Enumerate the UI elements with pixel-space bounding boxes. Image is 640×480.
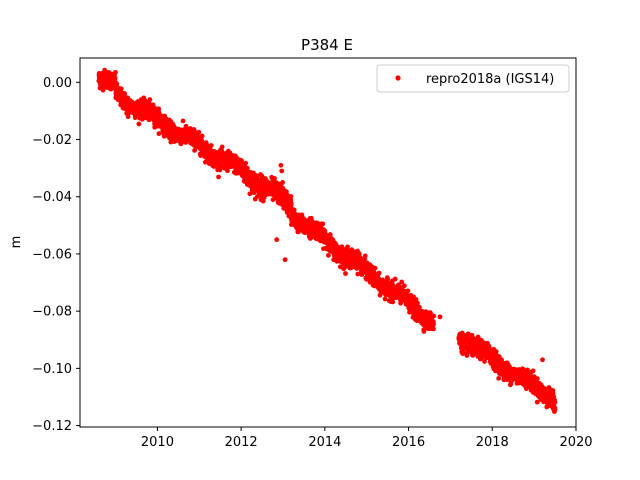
data-point: [415, 300, 420, 306]
data-point: [345, 244, 350, 250]
data-point: [136, 121, 142, 127]
data-point: [376, 270, 382, 276]
data-point: [421, 329, 427, 334]
data-point: [178, 141, 184, 147]
data-point: [112, 75, 118, 81]
y-tick-label: −0.02: [32, 133, 72, 148]
data-point: [156, 106, 162, 112]
data-points: [96, 67, 558, 415]
data-point: [431, 326, 436, 332]
data-point: [320, 221, 326, 227]
data-point-outlier: [279, 168, 285, 174]
y-axis: 0.00 −0.02 −0.04 −0.06 −0.08 −0.10 −0.12: [32, 76, 80, 434]
data-point: [343, 271, 348, 276]
data-point: [417, 304, 422, 310]
data-point-outlier: [540, 357, 545, 363]
data-point-outlier: [282, 257, 288, 263]
data-point: [288, 201, 294, 206]
data-point: [208, 143, 214, 148]
data-point: [405, 288, 411, 294]
plot-frame: [79, 57, 577, 428]
legend: repro2018a (IGS14): [376, 64, 570, 93]
y-tick-label: −0.08: [32, 305, 72, 320]
data-point: [156, 131, 162, 137]
y-tick-label: 0.00: [43, 76, 72, 91]
y-axis-label: m: [9, 236, 24, 249]
data-point: [534, 399, 540, 405]
y-tick-label: −0.06: [32, 247, 72, 262]
y-tick-label: −0.12: [32, 419, 72, 434]
data-point-outlier: [437, 314, 443, 320]
data-point: [288, 194, 294, 199]
x-axis: 2010 2012 2014 2016 2018 2020: [141, 427, 593, 450]
data-point-outlier: [274, 237, 280, 243]
data-point: [245, 165, 250, 171]
data-point: [219, 148, 225, 154]
data-point: [259, 173, 265, 179]
data-point: [482, 359, 487, 364]
data-point: [326, 252, 331, 258]
data-point: [216, 174, 221, 180]
x-tick-label: 2016: [392, 435, 425, 450]
data-point: [493, 349, 499, 354]
legend-marker: [395, 75, 401, 81]
data-point: [122, 91, 128, 96]
data-point-outlier: [278, 162, 284, 168]
data-point: [356, 251, 362, 257]
data-point: [530, 368, 536, 374]
x-tick-label: 2020: [559, 435, 592, 450]
data-point: [399, 279, 405, 285]
data-point: [465, 331, 471, 337]
legend-label: repro2018a (IGS14): [426, 72, 554, 87]
data-point: [372, 265, 378, 271]
data-point: [431, 321, 436, 327]
data-point: [542, 386, 548, 392]
data-point: [327, 232, 333, 237]
data-point: [113, 69, 118, 75]
data-point: [219, 144, 225, 150]
data-point: [496, 375, 502, 381]
chart-title: P384 E: [301, 36, 353, 54]
x-tick-label: 2018: [476, 435, 509, 450]
data-point: [247, 191, 253, 197]
data-point-outlier: [280, 180, 285, 185]
data-point: [401, 283, 407, 289]
data-point: [552, 399, 558, 405]
legend-box: [376, 64, 570, 93]
data-point: [460, 349, 466, 355]
data-point: [147, 97, 153, 102]
data-point: [362, 253, 368, 259]
data-point: [118, 86, 124, 92]
data-point: [196, 129, 202, 135]
data-point: [392, 276, 398, 282]
data-point-outlier: [125, 114, 131, 120]
x-tick-label: 2010: [141, 435, 174, 450]
y-tick-label: −0.04: [32, 190, 72, 205]
data-point: [390, 299, 396, 305]
data-point: [272, 175, 277, 181]
data-point: [114, 81, 120, 87]
data-point: [382, 296, 388, 302]
data-point: [431, 313, 437, 319]
data-point: [291, 207, 297, 213]
x-tick-label: 2012: [225, 435, 258, 450]
data-point: [243, 160, 249, 166]
data-point: [199, 133, 205, 139]
data-point: [180, 118, 186, 124]
y-tick-label: −0.10: [32, 362, 72, 377]
data-point: [552, 406, 558, 412]
data-point: [534, 376, 540, 382]
data-point-outlier: [222, 165, 227, 171]
x-tick-label: 2014: [308, 435, 341, 450]
